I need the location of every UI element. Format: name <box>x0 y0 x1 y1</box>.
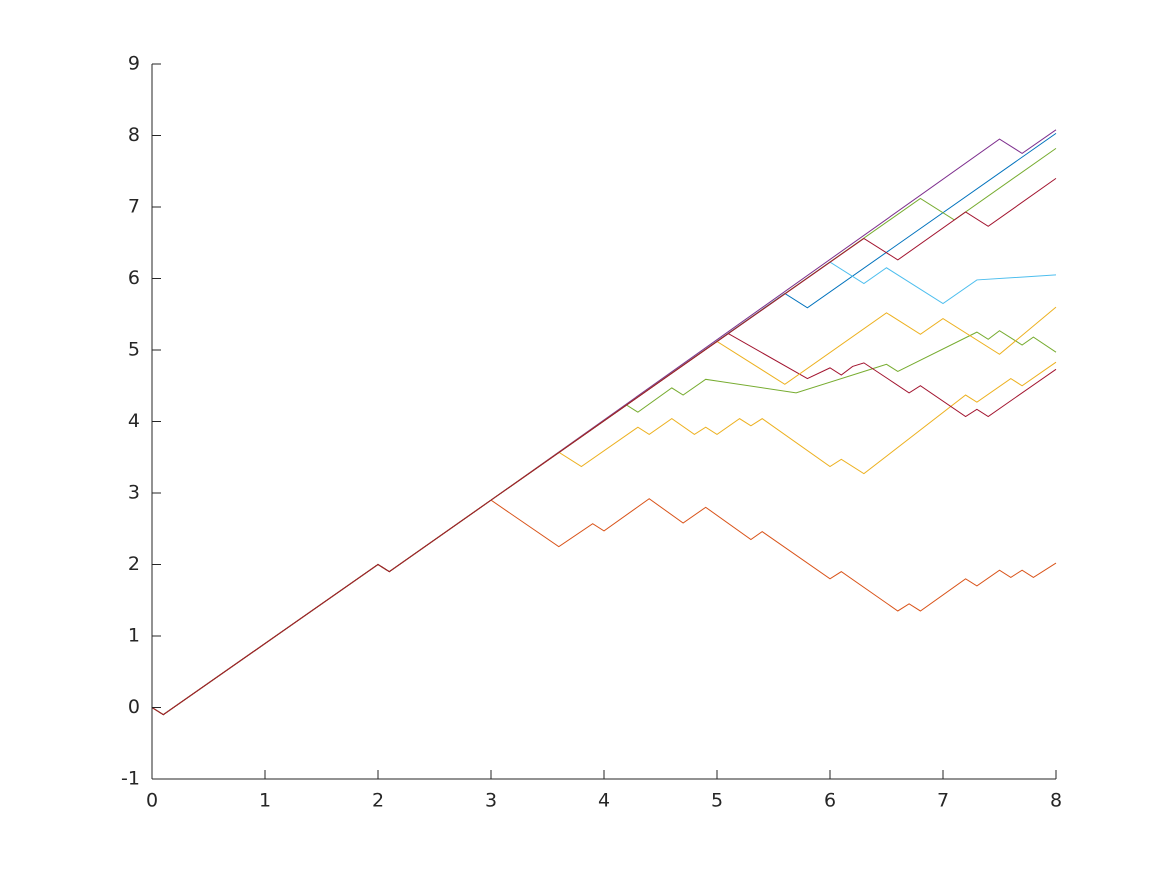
x-tick-label: 5 <box>711 790 723 812</box>
x-tick-label: 3 <box>485 790 497 812</box>
x-tick-label: 6 <box>824 790 836 812</box>
y-tick-label: 7 <box>128 196 140 218</box>
x-tick-label: 4 <box>598 790 610 812</box>
y-tick-label: 6 <box>128 267 140 289</box>
y-tick-label: 1 <box>128 625 140 647</box>
x-tick-label: 7 <box>937 790 949 812</box>
y-tick-label: 2 <box>128 553 140 575</box>
y-tick-label: 9 <box>128 53 140 75</box>
y-tick-label: 4 <box>128 410 140 432</box>
y-tick-label: 5 <box>128 339 140 361</box>
y-tick-label: -1 <box>121 768 140 790</box>
y-tick-label: 8 <box>128 124 140 146</box>
x-tick-label: 8 <box>1050 790 1062 812</box>
y-tick-label: 3 <box>128 482 140 504</box>
x-tick-label: 1 <box>259 790 271 812</box>
x-tick-label: 0 <box>146 790 158 812</box>
x-tick-label: 2 <box>372 790 384 812</box>
y-tick-label: 0 <box>128 696 140 718</box>
series-line <box>151 177 1057 716</box>
